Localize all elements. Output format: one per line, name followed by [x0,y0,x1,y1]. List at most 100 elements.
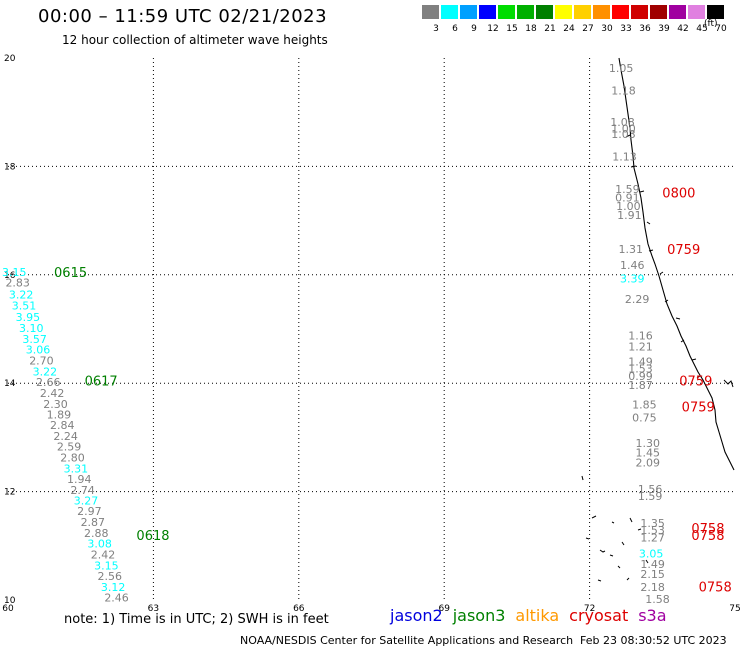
legend-swatch [517,5,534,19]
legend-swatch [612,5,629,19]
time-label: 0800 [662,186,695,201]
legend-label: 30 [601,24,613,34]
coastline-path [618,57,735,471]
legend-swatch [688,5,705,19]
legend-label: 18 [525,24,537,34]
time-label: 0759 [679,374,712,389]
legend-swatch [498,5,515,19]
swh-value: 1.59 [615,183,640,196]
footnote: note: 1) Time is in UTC; 2) SWH is in fe… [64,612,329,627]
satellite-name: s3a [638,606,667,625]
legend-swatch [650,5,667,19]
swh-value: 1.58 [645,593,670,606]
satellite-legend: jason2 jason3 altika cryosat s3a [390,606,677,625]
swh-value: 2.46 [104,591,129,604]
timestamp-text: Feb 23 08:30:52 UTC 2023 [580,634,727,647]
time-label: 0758 [699,580,732,595]
y-tick-label: 10 [4,596,16,606]
island-marks [581,475,649,582]
swh-value: 2.42 [40,387,65,400]
swh-value: 2.56 [98,570,123,583]
y-tick-label: 14 [4,379,16,389]
swh-value: 1.35 [640,517,665,530]
swh-value: 3.39 [620,273,645,286]
swh-value: 2.66 [36,376,61,389]
coastline-detail [625,134,734,388]
swh-value: 1.13 [612,151,637,164]
satellite-name: altika [515,606,560,625]
swh-value: 1.87 [628,379,653,392]
credit-text: NOAA/NESDIS Center for Satellite Applica… [240,634,574,647]
swh-value: 3.51 [12,300,37,313]
x-tick-label: 69 [438,604,450,614]
legend-label: 15 [506,24,518,34]
coastline [581,57,735,582]
legend-label: 21 [544,24,556,34]
data-points: 3.152.833.223.513.953.103.573.062.703.22… [2,62,670,606]
swh-value: 0.91 [615,191,640,204]
swh-value: 3.05 [639,547,664,560]
swh-value: 2.80 [60,451,85,464]
swh-value: 1.56 [638,483,663,496]
legend-label: 39 [658,24,670,34]
swh-value: 1.45 [636,447,661,460]
swh-value: 1.91 [617,209,642,222]
legend-label: 70 [715,24,727,34]
chart-title: 00:00 – 11:59 UTC 02/21/2023 [38,6,328,27]
legend-label: 24 [563,24,575,34]
time-label: 0758 [691,529,724,544]
legend-label: 6 [452,24,458,34]
legend-swatch [574,5,591,19]
satellite-name: jason3 [452,606,506,625]
swh-value: 2.87 [81,516,106,529]
swh-value: 3.57 [22,333,47,346]
satellite-name: cryosat [569,606,629,625]
swh-value: 1.21 [628,340,653,353]
legend-swatch [536,5,553,19]
swh-value: 1.94 [67,473,92,486]
legend-label: 45 [696,24,708,34]
legend-swatch [479,5,496,19]
swh-value: 3.15 [94,559,119,572]
swh-value: 1.08 [610,116,635,129]
legend-swatch [422,5,439,19]
time-label: 0618 [136,529,169,544]
chart-subtitle: 12 hour collection of altimeter wave hei… [62,33,328,47]
swh-value: 0.99 [628,370,653,383]
swh-value: 2.29 [625,293,650,306]
x-tick-label: 75 [729,604,740,614]
swh-value: 3.15 [2,266,27,279]
swh-value: 2.59 [57,441,82,454]
legend-swatch [441,5,458,19]
time-label: 0759 [667,243,700,258]
swh-value: 1.05 [609,62,634,75]
y-tick-label: 20 [4,54,16,64]
swh-value: 2.83 [5,276,30,289]
swh-value: 2.15 [640,568,665,581]
swh-value: 1.00 [616,200,641,213]
swh-value: 1.89 [47,409,72,422]
legend-swatch [669,5,686,19]
swh-value: 1.46 [620,259,645,272]
swh-value: 3.08 [87,538,112,551]
time-label: 0617 [85,374,118,389]
y-axis: 10 12 14 16 18 20 [4,54,16,606]
legend-unit: (ft) [704,19,718,29]
time-label: 0615 [54,266,87,281]
legend-swatch [460,5,477,19]
swh-value: 2.24 [53,430,78,443]
swh-value: 3.22 [33,365,58,378]
swh-value: 1.00 [611,122,636,135]
swh-value: 3.10 [19,322,44,335]
legend-label: 33 [620,24,632,34]
y-tick-label: 12 [4,488,15,498]
swh-value: 3.12 [101,581,126,594]
swh-value: 2.42 [91,548,116,561]
time-label: 0759 [682,401,715,416]
legend-swatch [707,5,724,19]
legend-swatch [593,5,610,19]
legend-label: 36 [639,24,651,34]
legend-swatch [555,5,572,19]
